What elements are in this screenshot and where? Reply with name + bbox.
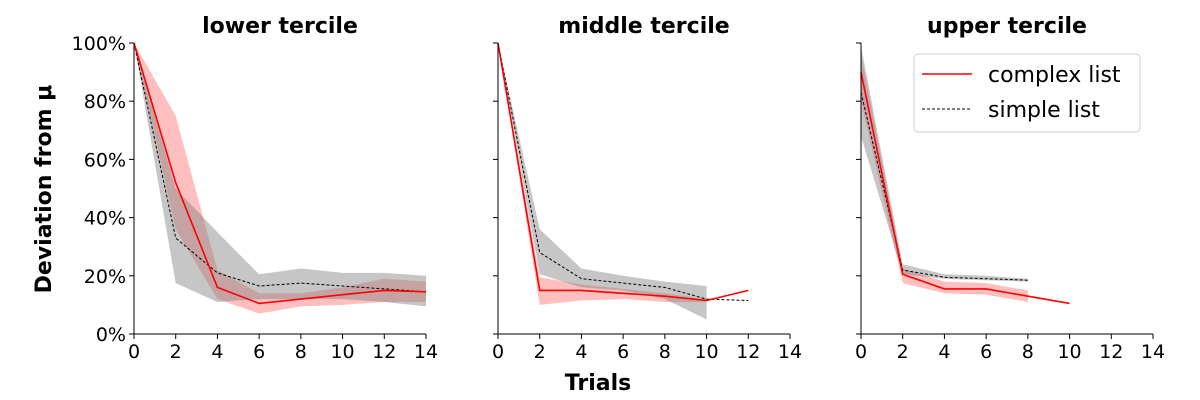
y-tick-label: 20% <box>84 266 126 288</box>
complex-list-confidence-band <box>498 43 707 305</box>
simple-list-confidence-band <box>498 43 707 320</box>
complex-list-line <box>133 42 427 305</box>
x-tick-label: 0 <box>855 341 867 363</box>
panel-title: middle tercile <box>558 14 729 39</box>
x-tick-label: 4 <box>211 341 223 363</box>
x-tick-label: 10 <box>1057 341 1081 363</box>
x-tick-label: 14 <box>414 341 438 363</box>
y-tick-label: 40% <box>84 208 126 230</box>
y-tick-label: 0% <box>96 324 126 346</box>
x-tick-label: 14 <box>778 341 802 363</box>
x-axis-label: Trials <box>565 371 631 396</box>
x-tick-label: 2 <box>534 341 546 363</box>
complex-list-confidence-band <box>134 43 426 314</box>
complex-list-line <box>860 71 1070 305</box>
y-tick-label: 80% <box>84 91 126 113</box>
x-tick-label: 2 <box>170 341 182 363</box>
y-tick-label: 100% <box>72 33 126 55</box>
x-tick-label: 14 <box>1141 341 1165 363</box>
x-tick-label: 6 <box>980 341 992 363</box>
x-tick-label: 6 <box>617 341 629 363</box>
x-tick-label: 0 <box>128 341 140 363</box>
panel-title: lower tercile <box>202 14 358 39</box>
complex-list-line <box>497 42 749 302</box>
x-tick-label: 4 <box>575 341 587 363</box>
x-tick-label: 12 <box>736 341 760 363</box>
chart-panels: lower tercile 0 2 4 6 8 10 12 14 0% 20% 40% 60% 80% 10… <box>72 14 1165 363</box>
legend-complex-label: complex list <box>988 63 1121 88</box>
x-tick-label: 6 <box>253 341 265 363</box>
y-axis-label: Deviation from μ <box>32 85 57 294</box>
x-tick-label: 12 <box>372 341 396 363</box>
legend: complex list simple list <box>913 53 1141 133</box>
panel-title: upper tercile <box>927 14 1087 39</box>
x-tick-label: 10 <box>694 341 718 363</box>
x-tick-label: 8 <box>659 341 671 363</box>
x-tick-label: 8 <box>1022 341 1034 363</box>
simple-list-line <box>497 42 749 301</box>
x-tick-label: 2 <box>897 341 909 363</box>
x-tick-label: 4 <box>938 341 950 363</box>
x-tick-label: 12 <box>1099 341 1123 363</box>
y-tick-label: 60% <box>84 149 126 171</box>
panel-3: upper tercile 0 2 4 6 8 10 12 14 <box>855 14 1165 363</box>
legend-simple-label: simple list <box>988 98 1100 123</box>
x-tick-label: 8 <box>295 341 307 363</box>
simple-list-line <box>133 42 427 293</box>
x-tick-label: 0 <box>492 341 504 363</box>
x-tick-label: 10 <box>330 341 354 363</box>
panel-1: lower tercile 0 2 4 6 8 10 12 14 0% 20% 40% 60% 80% 10… <box>72 14 438 363</box>
simple-list-confidence-band <box>134 43 426 307</box>
panel-2: middle tercile 0 2 4 6 8 10 12 14 <box>492 14 802 363</box>
